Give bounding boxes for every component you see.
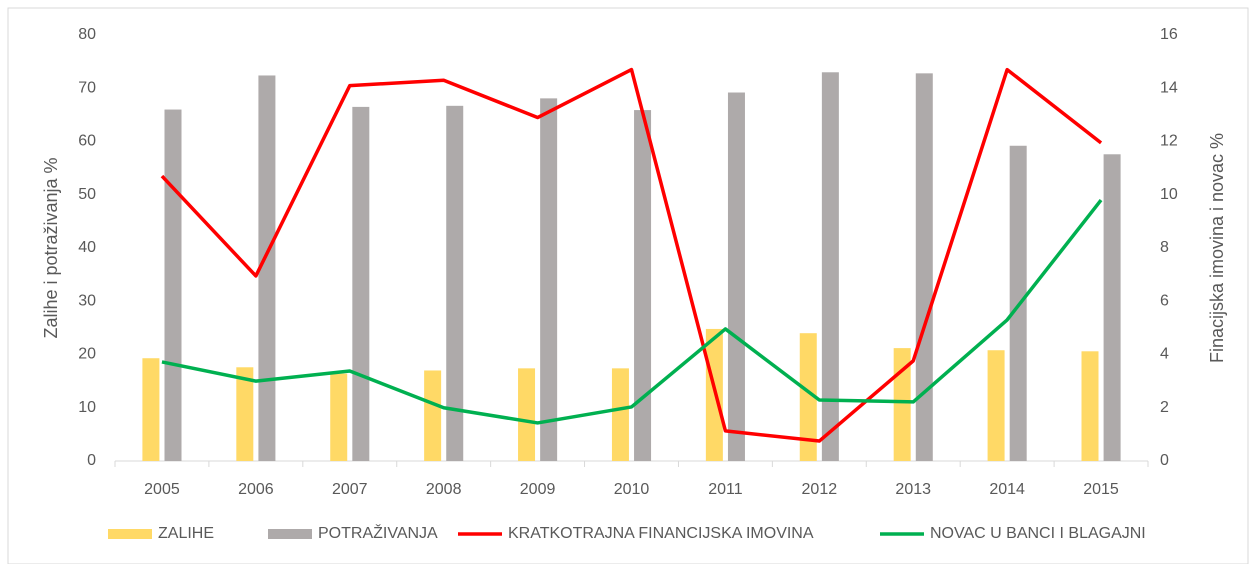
y2-tick-label: 0 [1160, 452, 1169, 469]
bar [446, 105, 464, 461]
bar [518, 368, 536, 461]
bar [611, 368, 629, 461]
x-tick-label: 2006 [238, 481, 274, 498]
y2-tick-label: 14 [1160, 79, 1178, 96]
x-tick-label: 2013 [895, 481, 931, 498]
bar [352, 106, 370, 461]
y-tick-label: 30 [78, 292, 96, 309]
line [161, 198, 1103, 425]
y2-tick-label: 2 [1160, 399, 1169, 416]
bar [424, 370, 442, 461]
y-tick-label: 0 [87, 452, 96, 469]
y-tick-label: 60 [78, 133, 96, 150]
x-tick-label: 2010 [614, 481, 650, 498]
bar [142, 358, 160, 461]
y-tick-label: 50 [78, 186, 96, 203]
y-tick-label: 10 [78, 399, 96, 416]
x-tick-label: 2007 [332, 481, 368, 498]
x-tick-label: 2015 [1083, 481, 1119, 498]
bar [799, 333, 817, 461]
bar [1081, 351, 1099, 461]
bar [987, 350, 1005, 461]
y2-tick-label: 4 [1160, 346, 1169, 363]
bar [164, 109, 182, 462]
y2-tick-label: 16 [1160, 26, 1178, 43]
frame [7, 7, 1249, 564]
y-tick-label: 70 [78, 79, 96, 96]
x-tick-label: 2005 [144, 481, 180, 498]
bar [821, 72, 839, 462]
bar [540, 98, 558, 462]
y-tick-label: 40 [78, 239, 96, 256]
bar [236, 367, 254, 461]
legend-label: POTRAŽIVANJA [318, 523, 438, 542]
bar [258, 75, 276, 461]
bar [330, 373, 348, 461]
x-tick-label: 2009 [520, 481, 556, 498]
legend-swatch [108, 529, 152, 539]
line [160, 67, 1103, 443]
y-axis-label: Zalihe i potraživanja % [41, 157, 61, 338]
y-tick-label: 80 [78, 26, 96, 43]
bar [727, 92, 745, 461]
bar [915, 73, 933, 461]
legend-label: ZALIHE [158, 525, 214, 542]
y2-axis-label: Finacijska imovina i novac % [1207, 133, 1227, 363]
legend-label: KRATKOTRAJNA FINANCIJSKA IMOVINA [508, 525, 814, 542]
x-tick-label: 2014 [989, 481, 1025, 498]
y2-tick-label: 10 [1160, 186, 1178, 203]
y2-tick-label: 6 [1160, 292, 1169, 309]
y2-tick-label: 12 [1160, 133, 1178, 150]
legend-label: NOVAC U BANCI I BLAGAJNI [930, 525, 1146, 542]
y2-tick-label: 8 [1160, 239, 1169, 256]
legend-swatch [268, 529, 312, 539]
x-tick-label: 2012 [802, 481, 838, 498]
x-tick-label: 2008 [426, 481, 462, 498]
x-tick-label: 2011 [708, 481, 743, 498]
bar [893, 348, 911, 461]
bar [1103, 154, 1121, 461]
y-tick-label: 20 [78, 346, 96, 363]
bar [634, 110, 652, 462]
